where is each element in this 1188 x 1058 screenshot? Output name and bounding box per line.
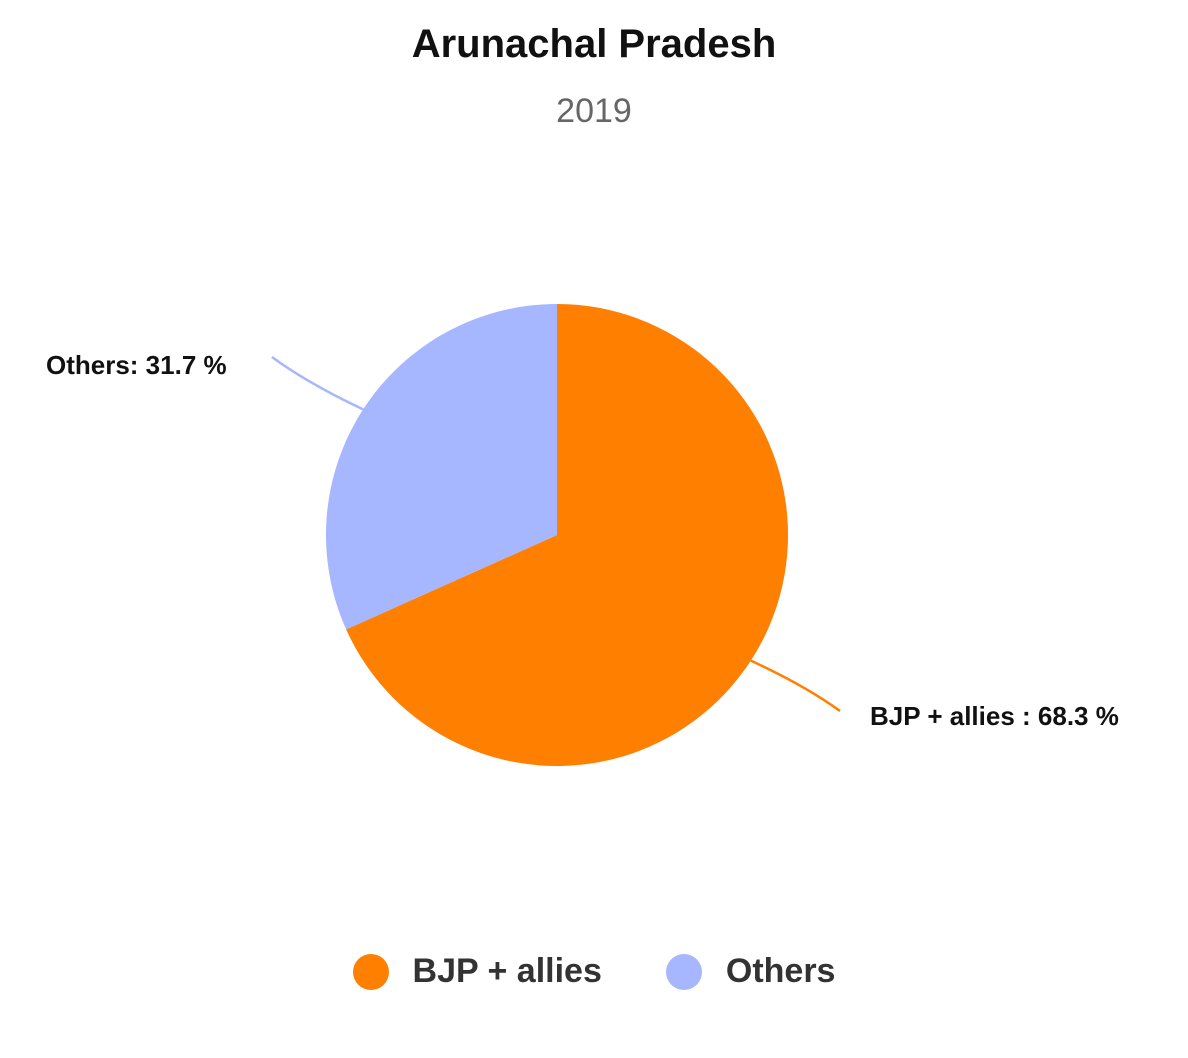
pie-data-labels: BJP + allies : 68.3 % Others: 31.7 % — [46, 350, 1119, 731]
chart-subtitle: 2019 — [556, 92, 632, 130]
legend-swatch-others — [665, 953, 702, 990]
pie-leader-lines — [271, 355, 841, 713]
pie-slices — [326, 304, 788, 766]
legend-item-bjp-allies[interactable]: BJP + allies — [352, 952, 602, 991]
legend-swatch-bjp-allies — [352, 953, 389, 990]
leader-line-bjp-allies — [750, 659, 841, 713]
chart-title: Arunachal Pradesh — [411, 22, 777, 66]
legend-label-others: Others — [725, 952, 836, 990]
legend-label-bjp-allies: BJP + allies — [412, 952, 602, 990]
data-label-others: Others: 31.7 % — [46, 350, 227, 380]
data-label-bjp-allies: BJP + allies : 68.3 % — [870, 701, 1119, 731]
leader-line-others — [271, 355, 364, 411]
legend-item-others[interactable]: Others — [665, 952, 836, 991]
pie-slice-others[interactable] — [326, 304, 557, 630]
pie-slice-bjp-allies[interactable] — [346, 304, 788, 766]
chart-legend: BJP + allies Others — [0, 952, 1188, 991]
